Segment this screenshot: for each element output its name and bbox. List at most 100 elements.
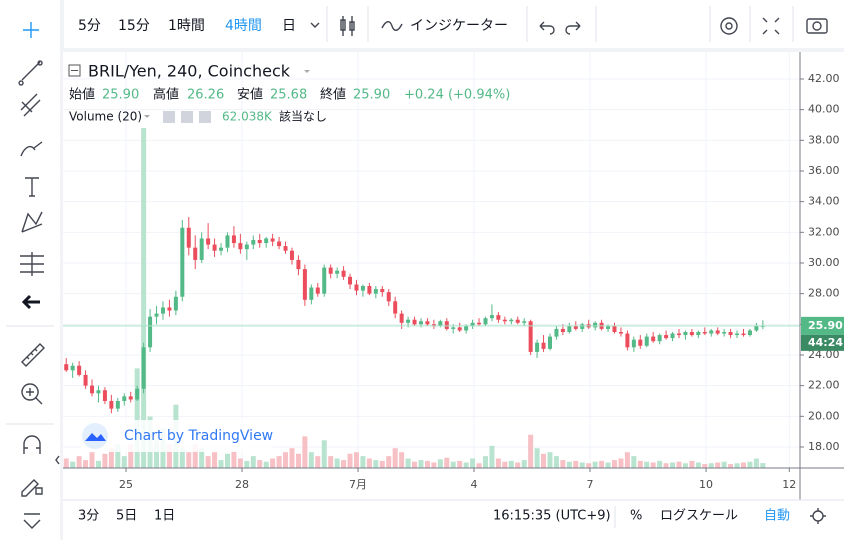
indicators[interactable]: インジケーター — [410, 18, 508, 34]
x-tick-label: 4 — [471, 478, 478, 491]
volume-bar — [476, 463, 482, 468]
volume-bar — [186, 452, 192, 468]
candle-body — [541, 342, 546, 349]
snapshot[interactable] — [806, 18, 828, 34]
volume-value: 62.038K — [222, 110, 273, 124]
volume-bar — [502, 461, 508, 468]
volume-bar — [566, 461, 572, 468]
plot — [63, 52, 800, 469]
candle-body — [696, 331, 701, 336]
candle-body — [657, 335, 662, 342]
y-tick-label: 28.00 — [808, 287, 840, 300]
volume-bar — [528, 434, 534, 468]
settings[interactable] — [720, 17, 738, 35]
volume-bar — [295, 453, 301, 468]
candle-body — [360, 285, 365, 291]
candle-body — [715, 330, 720, 334]
candle-body — [277, 241, 282, 247]
volume-bar — [386, 456, 392, 468]
interval[interactable]: 15分 — [118, 18, 150, 34]
collapse-toolbar[interactable] — [55, 455, 60, 465]
auto-toggle[interactable]: 自動 — [764, 509, 790, 524]
countdown-box — [801, 334, 844, 351]
ohlc-label: 終値 — [320, 87, 346, 103]
interval[interactable]: 5分 — [78, 18, 101, 34]
volume-bar — [470, 458, 476, 468]
volume-bar — [399, 452, 405, 468]
x-tick-label: 7 — [586, 478, 593, 491]
range[interactable]: 3分 — [78, 509, 99, 524]
y-tick-label: 20.00 — [808, 409, 840, 422]
candle-body — [670, 333, 675, 339]
redo[interactable] — [565, 21, 581, 35]
ohlc-value: 25.68 — [270, 88, 307, 103]
candle-body — [219, 247, 224, 251]
symbol-menu[interactable] — [304, 70, 310, 73]
candle-body — [373, 289, 378, 294]
ohlc-label: 始値 — [69, 87, 95, 103]
candle-body — [683, 331, 688, 336]
volume-settings[interactable] — [181, 111, 193, 123]
candle-body — [631, 339, 636, 348]
interval[interactable]: 日 — [282, 18, 296, 34]
volume-bar — [708, 463, 714, 468]
collapse-icon[interactable] — [68, 64, 81, 77]
volume-bar — [676, 461, 682, 468]
volume-remove[interactable] — [199, 111, 211, 123]
log-toggle[interactable]: ログスケール — [660, 509, 738, 524]
volume-bar — [618, 458, 624, 468]
candle-body — [709, 330, 714, 334]
volume-bar — [334, 458, 340, 468]
volume-hide[interactable] — [163, 111, 175, 123]
candle-body — [702, 331, 707, 334]
interval-menu[interactable] — [310, 22, 320, 28]
range[interactable]: 5日 — [116, 509, 137, 524]
volume-bar — [108, 448, 114, 468]
candle-body — [115, 400, 120, 409]
last-price-box — [801, 316, 844, 335]
volume-bar — [270, 458, 276, 468]
ohlc-value: 25.90 — [102, 88, 139, 103]
y-tick-label: 34.00 — [808, 195, 840, 208]
top-toolbar — [64, 0, 844, 48]
volume-bar — [644, 461, 650, 468]
volume-menu[interactable] — [144, 115, 150, 118]
volume-bar — [192, 444, 198, 468]
drawing-tools[interactable] — [18, 22, 45, 529]
interval-active[interactable]: 4時間 — [225, 18, 262, 34]
volume-bar — [740, 462, 746, 468]
clock: 16:15:35 (UTC+9) — [493, 509, 611, 524]
percent-toggle[interactable]: % — [630, 509, 642, 524]
volume-ma: 該当なし — [279, 109, 327, 124]
volume-bar — [218, 460, 224, 468]
candle-body — [180, 227, 185, 297]
watermark[interactable]: Chart by TradingView — [124, 428, 273, 444]
ohlc-label: 高値 — [153, 87, 179, 103]
ohlc-label: 安値 — [237, 87, 263, 103]
chart-style[interactable] — [340, 16, 355, 36]
volume-bar — [76, 456, 82, 468]
candle-body — [580, 324, 585, 329]
undo[interactable] — [539, 21, 555, 35]
candle-body — [489, 315, 494, 319]
candle-body — [664, 335, 669, 339]
chart-settings[interactable] — [810, 508, 826, 524]
candle-body — [554, 328, 559, 337]
fullscreen[interactable] — [762, 17, 780, 35]
candle-body — [509, 319, 514, 322]
candle-body — [315, 287, 320, 294]
candle-body — [483, 318, 488, 325]
range[interactable]: 1日 — [154, 509, 175, 524]
x-tick-label: 28 — [235, 478, 249, 491]
indicators-icon[interactable] — [381, 21, 403, 31]
volume-bar — [283, 452, 289, 468]
volume-bar — [560, 460, 566, 468]
watermark-bg — [77, 420, 277, 452]
volume-bar — [341, 460, 347, 468]
candle-body — [386, 292, 391, 302]
volume-bar — [689, 460, 695, 468]
symbol-title: BRIL/Yen, 240, Coincheck — [88, 62, 291, 81]
volume-bar — [624, 452, 630, 468]
candle-body — [438, 321, 443, 326]
interval[interactable]: 1時間 — [168, 18, 205, 34]
